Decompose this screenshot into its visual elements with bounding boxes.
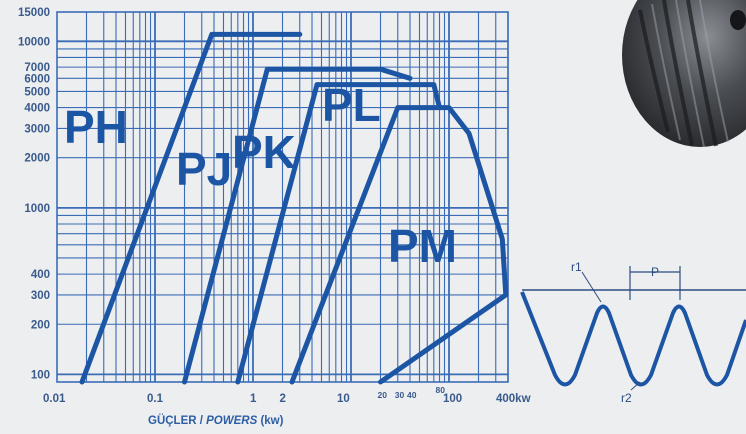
region-label-pm: PM [388, 220, 457, 272]
series-pj-boundary [182, 66, 413, 385]
y-tick-label: 4000 [24, 103, 50, 115]
rib-profile-path [520, 291, 746, 387]
x-tick-label: 20 [377, 390, 387, 400]
region-labels: PH PJ PK PL PM [64, 79, 457, 272]
p-label: P [651, 265, 659, 279]
region-label-pj: PJ [176, 143, 232, 195]
series-pk-boundary [235, 82, 442, 385]
y-tick-label: 400 [31, 269, 50, 281]
x-tick-label: 2 [280, 393, 286, 405]
region-label-ph: PH [64, 101, 128, 153]
x-axis-title: GÜÇLER / POWERS (kw) [148, 414, 284, 427]
r1-leader [581, 271, 602, 303]
region-label-pl: PL [322, 79, 381, 131]
x-tick-label: 100 [443, 393, 462, 405]
x-tick-label: 30 [395, 390, 405, 400]
x-tick-label: 40 [407, 390, 417, 400]
series-pl-boundary [289, 105, 509, 385]
grid [56, 11, 509, 383]
x-tick-label: 80 [436, 385, 446, 395]
series-ph-boundary [79, 31, 303, 385]
x-tick-label: 10 [337, 393, 350, 405]
y-tick-label: 3000 [24, 123, 50, 135]
y-tick-label: 15000 [18, 7, 50, 19]
r2-leader [630, 381, 641, 391]
r2-label: r2 [621, 391, 632, 405]
x-tick-label: 0.1 [147, 393, 164, 405]
series-lines [79, 31, 509, 385]
y-tick-label: 7000 [24, 62, 50, 74]
r1-label: r1 [571, 260, 582, 274]
x-tick-label: 1 [250, 393, 257, 405]
pulley-image [622, 0, 746, 148]
y-tick-label: 2000 [24, 153, 50, 165]
y-tick-label: 300 [31, 290, 50, 302]
y-tick-label: 200 [31, 319, 50, 331]
y-tick-label: 100 [31, 369, 50, 381]
y-tick-label: 6000 [24, 73, 50, 85]
y-tick-label: 5000 [24, 86, 50, 98]
y-tick-label: 1000 [24, 203, 50, 215]
rib-profile-diagram: r1 P r2 [520, 260, 746, 405]
x-tick-label: 400kw [496, 393, 531, 405]
region-label-pk: PK [232, 126, 296, 178]
y-tick-label: 10000 [18, 36, 50, 48]
x-tick-label: 0.01 [43, 393, 66, 405]
